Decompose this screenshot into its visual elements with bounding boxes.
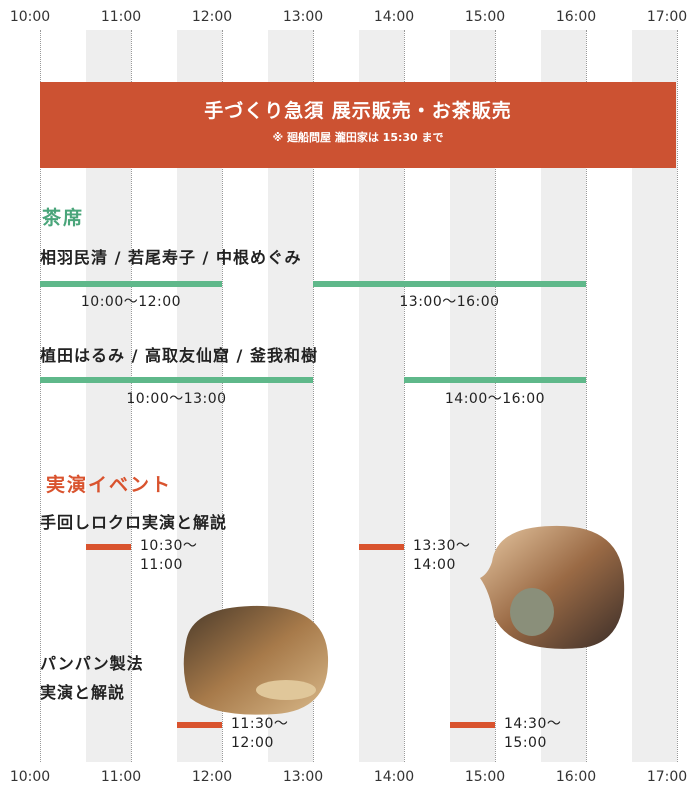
hour-line <box>131 30 132 762</box>
hour-label-top: 12:00 <box>191 9 233 25</box>
hour-line <box>40 30 41 762</box>
hour-line <box>313 30 314 762</box>
photo-craftsman <box>183 605 329 715</box>
hour-label-top: 10:00 <box>9 9 51 25</box>
event-bar <box>85 544 131 550</box>
demo-title: 実演イベント <box>46 474 173 496</box>
tea-time: 10:00〜13:00 <box>126 391 227 407</box>
hour-line <box>222 30 223 762</box>
event-time: 10:30〜11:00 <box>140 538 198 573</box>
tea-bar <box>313 281 586 287</box>
event-bar <box>358 544 404 550</box>
tea-time: 10:00〜12:00 <box>80 294 182 310</box>
event-bar <box>449 722 495 728</box>
hour-label-top: 14:00 <box>373 9 415 25</box>
hour-label-bottom: 10:00 <box>9 769 51 785</box>
tea-bar <box>404 377 586 383</box>
hour-label-bottom: 11:00 <box>100 769 142 785</box>
hour-label-top: 13:00 <box>282 9 324 25</box>
hour-label-bottom: 13:00 <box>282 769 324 785</box>
photo-pottery <box>480 525 625 649</box>
hour-label-bottom: 14:00 <box>373 769 415 785</box>
event-time: 11:30〜12:00 <box>231 716 289 751</box>
event-name: パンパン製法 <box>40 654 144 673</box>
hour-line <box>495 30 496 762</box>
hour-line <box>404 30 405 762</box>
tea-time: 14:00〜16:00 <box>444 391 546 407</box>
hour-label-bottom: 16:00 <box>555 769 597 785</box>
hour-line <box>677 30 678 762</box>
banner-title: 手づくり急須 展示販売・お茶販売 <box>204 100 512 122</box>
event-bar <box>176 722 222 728</box>
banner: 手づくり急須 展示販売・お茶販売 ※ 廻船問屋 瀧田家は 15:30 まで <box>40 82 676 168</box>
hour-label-top: 16:00 <box>555 9 597 25</box>
hour-label-top: 11:00 <box>100 9 142 25</box>
tea-row-name: 相羽民清 / 若尾寿子 / 中根めぐみ <box>40 248 302 267</box>
hour-label-bottom: 12:00 <box>191 769 233 785</box>
tea-title: 茶席 <box>42 207 85 229</box>
hour-line <box>586 30 587 762</box>
hour-label-bottom: 15:00 <box>464 769 506 785</box>
event-name: 実演と解説 <box>40 683 126 702</box>
banner-note: ※ 廻船問屋 瀧田家は 15:30 まで <box>272 131 444 144</box>
hour-label-top: 17:00 <box>646 9 687 25</box>
hour-label-top: 15:00 <box>464 9 506 25</box>
event-time: 13:30〜14:00 <box>413 538 471 573</box>
event-name: 手回しロクロ実演と解説 <box>40 513 228 532</box>
tea-bar <box>40 377 313 383</box>
tea-row-name: 植田はるみ / 高取友仙窟 / 釜我和樹 <box>40 346 318 365</box>
hour-label-bottom: 17:00 <box>646 769 687 785</box>
tea-bar <box>40 281 222 287</box>
tea-time: 13:00〜16:00 <box>399 294 500 310</box>
event-time: 14:30〜15:00 <box>504 716 562 751</box>
